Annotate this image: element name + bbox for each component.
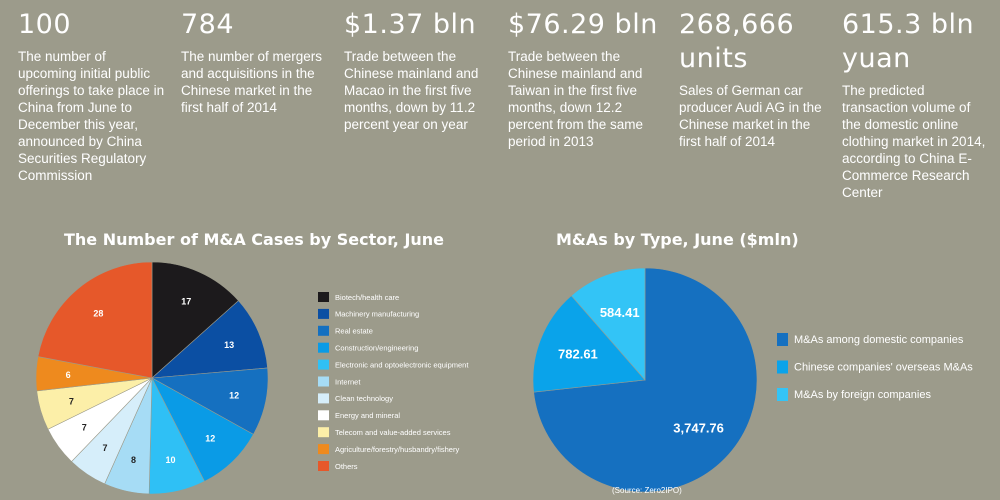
- stat-value: $76.29 bln: [508, 9, 658, 40]
- legend-swatch: [318, 342, 329, 353]
- stat-block: 100 The number of upcoming initial publi…: [18, 8, 168, 184]
- stat-block: 615.3 bln yuan The predicted transaction…: [842, 8, 992, 201]
- stat-value: 268,666 units: [679, 9, 795, 74]
- stat-block: $76.29 bln Trade between the Chinese mai…: [508, 8, 658, 150]
- pie-slice: [570, 267, 646, 381]
- legend-label: Real estate: [335, 327, 373, 336]
- legend-label: Agriculture/forestry/husbandry/fishery: [335, 445, 459, 454]
- stat-block: 268,666 units Sales of German car produc…: [679, 8, 829, 150]
- source-note: (Source: Zero2IPO): [612, 486, 682, 495]
- legend-swatch: [318, 308, 329, 319]
- stat-description: Trade between the Chinese mainland and M…: [344, 49, 479, 132]
- legend-label: Clean technology: [335, 394, 393, 403]
- legend-swatch: [318, 410, 329, 421]
- stat-description: Sales of German car producer Audi AG in …: [679, 83, 822, 149]
- legend-label: Biotech/health care: [335, 293, 399, 302]
- slice-value-label: 13: [224, 340, 234, 350]
- legend-label: Energy and mineral: [335, 411, 400, 420]
- stat-description: Trade between the Chinese mainland and T…: [508, 49, 644, 149]
- stat-description: The number of upcoming initial public of…: [18, 49, 165, 183]
- slice-value-label: 12: [205, 434, 215, 444]
- sector-chart-title: The Number of M&A Cases by Sector, June: [64, 230, 445, 249]
- slice-value-label: 10: [165, 455, 175, 465]
- slice-value-label: 7: [69, 397, 74, 407]
- type-chart-title: M&As by Type, June ($mln): [556, 230, 799, 249]
- slice-value-label: 7: [102, 443, 107, 453]
- slice-value-label: 782.61: [558, 346, 598, 361]
- slice-value-label: 7: [82, 423, 87, 433]
- pie-slice: [151, 261, 239, 379]
- legend-label: Chinese companies' overseas M&As: [794, 362, 973, 374]
- legend-label: Electronic and optoelectronic equipment: [335, 360, 469, 369]
- slice-value-label: 28: [93, 309, 103, 319]
- pie-slice: [151, 300, 268, 379]
- legend-label: M&As by foreign companies: [794, 389, 931, 401]
- legend-swatch: [318, 376, 329, 387]
- slice-value-label: 584.41: [600, 305, 640, 320]
- legend-label: Machinery manufacturing: [335, 310, 419, 319]
- legend-swatch: [777, 360, 788, 374]
- stat-value: 784: [181, 9, 235, 40]
- legend-label: M&As among domestic companies: [794, 334, 964, 346]
- legend-label: Others: [335, 462, 358, 471]
- legend-label: Telecom and value-added services: [335, 428, 451, 437]
- stat-block: 784 The number of mergers and acquisitio…: [181, 8, 331, 116]
- stat-block: $1.37 bln Trade between the Chinese main…: [344, 8, 494, 133]
- legend-swatch: [318, 325, 329, 336]
- pie-slice: [37, 261, 153, 379]
- legend-swatch: [777, 388, 788, 401]
- stat-value: $1.37 bln: [344, 9, 477, 40]
- slice-value-label: 3,747.76: [673, 421, 724, 436]
- slice-value-label: 6: [66, 370, 71, 380]
- legend-swatch: [318, 359, 329, 370]
- legend-swatch: [318, 292, 329, 302]
- legend-swatch: [318, 461, 329, 471]
- slice-value-label: 17: [181, 297, 191, 307]
- pie-slice: [532, 295, 646, 393]
- legend-label: Internet: [335, 377, 361, 386]
- stat-value: 100: [18, 9, 72, 40]
- stat-description: The number of mergers and acquisitions i…: [181, 49, 323, 115]
- legend-swatch: [318, 393, 329, 404]
- slice-value-label: 8: [131, 455, 136, 465]
- stat-value: 615.3 bln yuan: [842, 9, 975, 74]
- legend-swatch: [777, 333, 788, 346]
- legend-label: Construction/engineering: [335, 344, 418, 353]
- legend-swatch: [318, 444, 329, 455]
- legend-swatch: [318, 427, 329, 438]
- stat-description: The predicted transaction volume of the …: [842, 83, 986, 200]
- slice-value-label: 12: [229, 391, 239, 401]
